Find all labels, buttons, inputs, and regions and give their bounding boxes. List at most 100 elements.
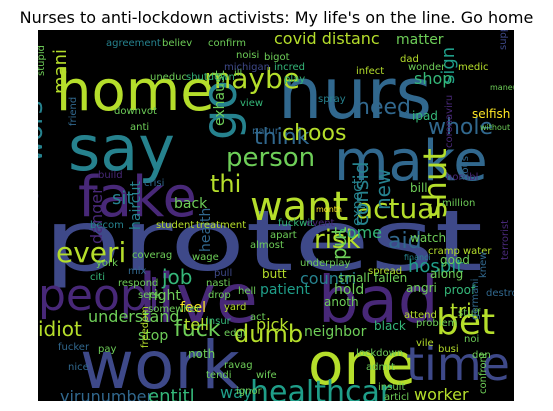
cloud-word-covid-distanc: covid distanc: [274, 30, 380, 48]
cloud-word-respond: respond: [118, 278, 158, 289]
cloud-word-fuckwit: fuckwit: [278, 218, 314, 229]
cloud-word-maybe: maybe: [204, 62, 300, 95]
cloud-word-go: go: [192, 80, 248, 140]
cloud-word-worker: worker: [414, 385, 469, 401]
cloud-word-put: put: [327, 227, 351, 260]
cloud-word-stupid: stupid: [38, 45, 47, 76]
cloud-word-choos: choos: [282, 121, 346, 146]
cloud-word-bigot: bigot: [264, 52, 290, 63]
cloud-word-person: person: [226, 143, 315, 173]
cloud-word-believ: believ: [162, 38, 192, 49]
cloud-word-stop: stop: [138, 328, 168, 344]
cloud-word-nasti: nasti: [206, 278, 230, 289]
cloud-word-countri: countri: [300, 269, 356, 288]
cloud-word-attend: attend: [404, 310, 437, 321]
cloud-word-terrorist: terrorist: [500, 220, 511, 260]
cloud-word-insult: insult: [378, 382, 405, 393]
cloud-word-pull: pull: [214, 268, 232, 279]
cloud-word-wors: wors: [38, 101, 49, 162]
cloud-word-hell: hell: [238, 286, 256, 297]
cloud-word-pick: pick: [256, 315, 289, 334]
cloud-word-come: come: [338, 223, 382, 242]
cloud-word-insur: insur: [206, 316, 232, 327]
cloud-word-peopl: peopl: [38, 270, 160, 321]
cloud-word-uneduc: uneduc: [150, 72, 187, 83]
cloud-word-time: time: [406, 337, 510, 391]
cloud-word-underplay: underplay: [300, 258, 351, 269]
cloud-word-stuff: stuff: [458, 308, 481, 319]
cloud-word-small: small: [338, 271, 370, 285]
cloud-word-wage: wage: [192, 252, 219, 263]
cloud-word-spread: spread: [368, 266, 402, 277]
cloud-word-virunumber: virunumber: [60, 387, 154, 401]
cloud-word-exhaust: exhaust: [212, 70, 228, 126]
cloud-word-apart: apart: [270, 230, 297, 241]
cloud-word-seek: seek: [138, 290, 162, 301]
cloud-word-becom: becom: [90, 220, 124, 231]
cloud-word-bill: bill: [410, 181, 428, 195]
cloud-word-angri: angri: [406, 281, 437, 295]
cloud-word-vile: vile: [416, 338, 434, 349]
cloud-word-yard: yard: [224, 302, 246, 313]
cloud-word-back: back: [174, 196, 208, 212]
cloud-word-coronaviru: coronaviru: [444, 95, 455, 148]
cloud-word-haircut: haircut: [128, 181, 144, 230]
cloud-word-nice: nice: [68, 362, 89, 373]
cloud-word-hospit: hospit: [408, 256, 463, 277]
cloud-word-consid: consid: [349, 161, 373, 226]
cloud-word-admit: admit: [366, 362, 395, 373]
cloud-word-horribl: horribl: [446, 172, 478, 183]
cloud-word-good: good: [440, 253, 470, 267]
cloud-word-health: health: [198, 208, 214, 252]
cloud-word-dumb: dumb: [234, 320, 303, 348]
cloud-word-mani: mani: [50, 49, 71, 94]
cloud-word-wife: wife: [256, 370, 277, 381]
cloud-word-freedom: freedom: [140, 306, 151, 348]
cloud-word-spray: spray: [318, 94, 346, 105]
cloud-word-understand: understand: [88, 307, 180, 326]
cloud-word-ignor: ignor: [236, 386, 263, 397]
cloud-word-confirm: confirm: [208, 38, 246, 49]
cloud-word-million: million: [442, 198, 475, 209]
cloud-word-feel: feel: [180, 300, 206, 316]
cloud-word-agreement: agreement: [106, 38, 161, 49]
cloud-word-mix: mix: [128, 266, 147, 277]
cloud-word-shop: shop: [414, 69, 452, 88]
cloud-word-fucker: fucker: [58, 342, 90, 353]
cloud-word-destroy: destroy: [486, 288, 514, 299]
cloud-word-treatment: treatment: [196, 220, 246, 231]
cloud-word-new: new: [371, 169, 395, 210]
cloud-word-ill: ill: [234, 68, 242, 79]
cloud-word-healthcar: healthcar: [250, 375, 393, 401]
cloud-word-fake: fake: [78, 165, 197, 230]
cloud-word-michigan: michigan: [224, 62, 270, 73]
cloud-word-patient: patient: [260, 282, 310, 298]
cloud-word-downvot: downvot: [114, 106, 157, 117]
cloud-word-coverag: coverag: [132, 250, 172, 261]
cloud-word-friend: friend: [68, 97, 79, 126]
cloud-word-event: event: [306, 218, 335, 229]
cloud-word-job: job: [161, 265, 193, 289]
cloud-word-actual: actual: [356, 192, 442, 225]
cloud-word-suppress: suppress: [498, 30, 509, 50]
cloud-word-sign: sign: [438, 47, 459, 84]
cloud-word-bad: bad: [318, 264, 438, 338]
cloud-word-ravag: ravag: [224, 360, 253, 371]
cloud-word-incred: incred: [274, 62, 305, 73]
cloud-word-right: right: [148, 288, 181, 304]
chart-title: Nurses to anti-lockdown activists: My li…: [19, 8, 534, 27]
cloud-word-problem: problem: [416, 318, 457, 329]
cloud-word-play: play: [284, 74, 305, 85]
cloud-word-germani: germani: [470, 279, 481, 320]
cloud-word-watch: watch: [410, 231, 446, 245]
cloud-word-act: act: [250, 312, 266, 323]
cloud-word-neighbor: neighbor: [304, 324, 367, 340]
cloud-word-bet: bet: [436, 302, 495, 343]
cloud-word-entitl: entitl: [148, 386, 195, 401]
cloud-word-anoth: anoth: [324, 295, 359, 309]
cloud-word-need: need: [356, 95, 411, 120]
cloud-word-make: make: [334, 129, 488, 194]
cloud-word-danger: danger: [87, 187, 106, 244]
cloud-word-idiot: idiot: [38, 317, 82, 341]
cloud-word-articl: articl: [384, 392, 409, 401]
